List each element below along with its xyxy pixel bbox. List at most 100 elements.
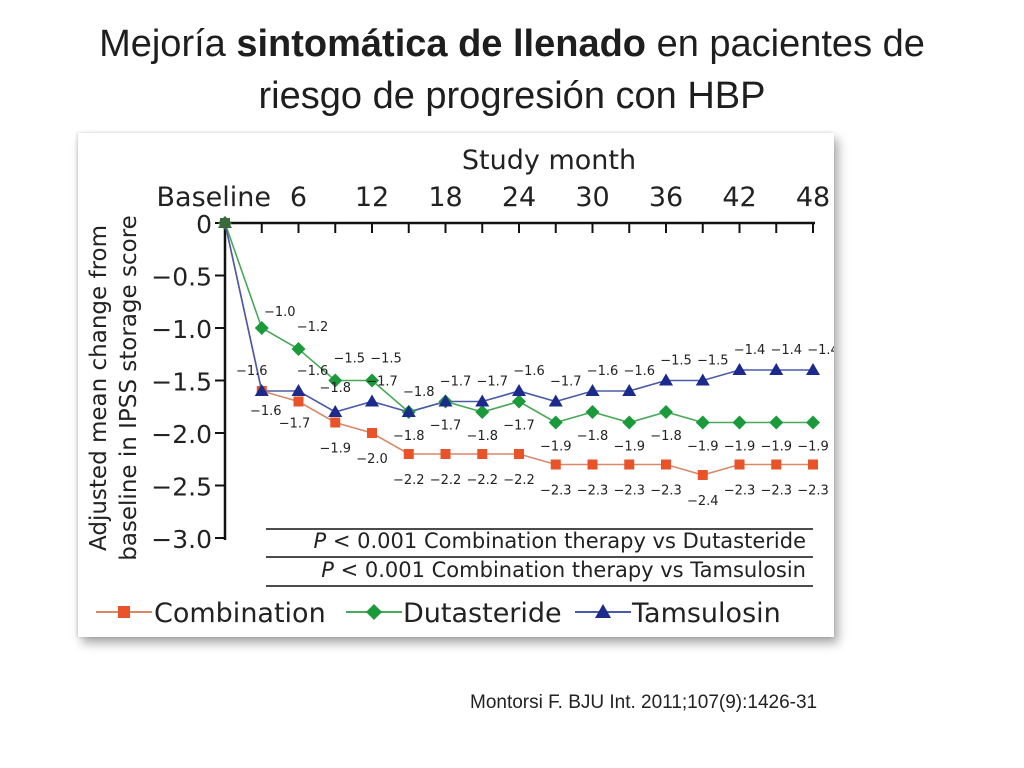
title-line-2: riesgo de progresión con HBP [258,75,766,117]
legend-label: Combination [154,598,326,629]
dutasteride-marker [365,373,379,388]
y-tick-label: −1.5 [151,368,212,397]
y-tick-label: −3.0 [151,525,212,554]
dutasteride-data-label: −1.9 [687,440,719,455]
tamsulosin-marker [732,363,747,375]
combination-data-label: −1.6 [250,404,282,419]
slide-title: Mejoría sintomática de llenado en pacien… [0,18,1024,122]
data-labels-layer: −1.7 −1.9 −2.0 −2.2 −2.2 −2.2 −2.2 −2.3 −2.3 −2.3… [236,305,834,509]
x-axis-title: Study month [462,145,636,176]
p-text: < 0.001 Combination therapy vs Dutasteri… [326,529,806,553]
tamsulosin-data-label: −1.4 [770,343,802,358]
tamsulosin-data-label: −1.5 [660,354,692,369]
title-line-1: Mejoría sintomática de llenado en pacien… [0,18,1024,70]
series-lines-layer [224,222,813,476]
dutasteride-marker [585,405,600,419]
legend-layer: Combination Dutasteride Tamsulosin [96,598,781,629]
tamsulosin-marker [218,216,232,228]
p-value-annotation: P < 0.001 Combination therapy vs Tamsulo… [321,558,806,582]
combination-data-label: −2.3 [760,484,792,499]
p-symbol: P [321,558,334,582]
title-text-regular: Mejoría [99,23,237,65]
combination-data-label: −2.3 [540,484,572,499]
combination-marker [293,396,304,407]
combination-marker [477,449,488,459]
y-axis-title-line-1: Adjusted mean change from [86,225,112,551]
y-axis-title-line-2: baseline in IPSS storage score [116,215,142,561]
dutasteride-data-label: −1.8 [577,429,609,444]
dutasteride-data-label: −1.9 [540,440,572,455]
combination-data-label: −2.3 [797,484,829,499]
combination-data-label: −2.2 [393,473,425,488]
tamsulosin-marker [254,384,269,396]
tamsulosin-data-label: −1.8 [403,385,435,400]
tamsulosin-marker [585,384,600,396]
x-tick-label: 12 [355,182,389,213]
x-tick-label: Baseline [157,182,271,213]
dutasteride-marker [732,415,747,430]
combination-data-label: −2.0 [356,452,388,467]
dutasteride-data-label: −1.9 [797,440,829,455]
tamsulosin-marker [769,363,784,375]
dutasteride-data-label: −1.5 [333,352,365,367]
tamsulosin-data-label: −1.7 [550,375,582,390]
dutasteride-data-label: −1.5 [370,352,402,367]
dutasteride-data-label: −1.9 [724,440,756,455]
dutasteride-data-label: −1.7 [430,419,462,434]
dutasteride-marker [622,415,637,430]
y-tick-label: −0.5 [151,263,212,292]
tamsulosin-marker [695,373,710,386]
tamsulosin-data-label: −1.6 [513,364,545,379]
tamsulosin-data-label: −1.6 [297,364,329,379]
legend-marker [595,604,611,618]
dutasteride-data-label: −1.2 [297,320,329,335]
annotations-layer: P < 0.001 Combination therapy vs Dutaste… [266,528,813,587]
tamsulosin-marker [548,394,563,407]
tamsulosin-data-label: −1.4 [734,343,766,358]
combination-data-label: −2.3 [613,484,645,499]
y-tick-label: −1.0 [151,315,212,344]
tamsulosin-marker [475,394,490,407]
tamsulosin-marker [291,384,306,396]
combination-marker [330,417,341,428]
dutasteride-data-label: −1.8 [393,429,425,444]
tamsulosin-marker [438,394,453,407]
tamsulosin-data-label: −1.7 [476,375,508,390]
combination-marker [771,459,782,470]
title-text-regular-2: en pacientes de [646,23,925,65]
dutasteride-data-label: −1.8 [650,429,682,444]
tamsulosin-data-label: −1.7 [366,375,398,390]
dutasteride-marker [806,415,820,430]
y-tick-label: −2.5 [151,473,212,502]
combination-marker [440,449,451,459]
tamsulosin-marker [622,384,637,396]
tamsulosin-data-label: −1.6 [623,364,655,379]
dutasteride-marker [512,394,526,409]
tamsulosin-marker [365,394,379,407]
combination-data-label: −2.3 [724,484,756,499]
tamsulosin-marker [806,363,820,375]
tamsulosin-marker [512,384,526,396]
x-tick-label: 6 [290,182,307,213]
tamsulosin-data-label: −1.4 [807,343,834,358]
combination-marker [808,459,818,470]
x-tick-label: 48 [796,182,830,213]
x-tick-label: 42 [722,182,756,213]
x-tick-label: 30 [575,182,609,213]
title-text-bold: sintomática de llenado [236,23,647,65]
y-tick-label: 0 [196,210,212,239]
dutasteride-marker [328,373,343,388]
combination-marker [367,428,377,438]
dutasteride-marker [695,415,710,430]
dutasteride-data-label: −1.9 [613,440,645,455]
tamsulosin-data-label: −1.6 [587,364,619,379]
combination-marker [587,459,598,470]
tamsulosin-data-label: −1.6 [236,364,268,379]
dutasteride-marker [659,405,673,419]
x-tick-label: 24 [502,182,536,213]
combination-marker [661,459,671,470]
combination-marker [514,449,524,459]
citation: Montorsi F. BJU Int. 2011;107(9):1426-31 [470,692,818,713]
combination-data-label: −1.7 [279,417,311,432]
combination-marker [697,470,708,480]
